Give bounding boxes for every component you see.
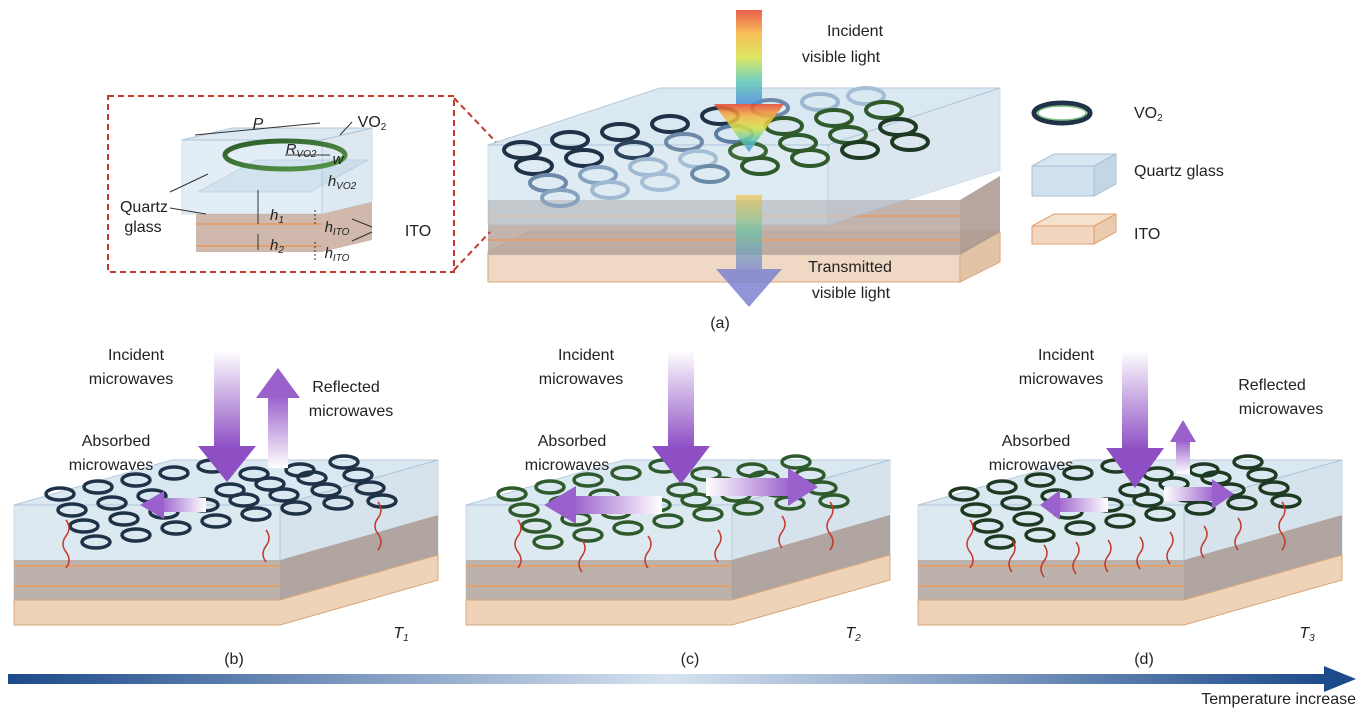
b-temp: T1 xyxy=(393,625,409,644)
inset-label-quartz-1: Quartz xyxy=(119,199,168,216)
b-incident-2: microwaves xyxy=(88,371,174,388)
c-incident-1: Incident xyxy=(557,347,615,364)
d-incident-1: Incident xyxy=(1037,347,1095,364)
b-absorbed-1: Absorbed xyxy=(81,433,151,450)
caption-b: (b) xyxy=(224,651,244,668)
d-temp: T3 xyxy=(1299,625,1315,644)
c-absorbed-2: microwaves xyxy=(524,457,610,474)
inset-label-h2: h2 xyxy=(270,237,284,256)
inset-label-quartz-2: glass xyxy=(124,219,162,236)
c-absorbed-1: Absorbed xyxy=(537,433,607,450)
panel-a-slab xyxy=(487,10,1001,307)
incident-light-label-2: visible light xyxy=(801,49,881,66)
inset-unit-cell xyxy=(107,95,497,273)
inset-label-vo2: VO2 xyxy=(357,114,387,133)
legend-icons xyxy=(1031,100,1117,245)
inset-label-p: P xyxy=(252,116,264,133)
transmitted-light-label-1: Transmitted xyxy=(808,259,892,276)
temperature-arrow xyxy=(8,666,1356,692)
legend-ito: ITO xyxy=(1134,226,1161,243)
panel-c-heat-waves xyxy=(514,501,834,573)
inset-label-ito: ITO xyxy=(404,223,432,240)
d-absorbed-1: Absorbed xyxy=(1001,433,1071,450)
panel-b-rings xyxy=(44,454,398,550)
caption-c: (c) xyxy=(680,651,700,668)
inset-label-h-ito-1: hITO xyxy=(324,219,350,238)
d-incident-2: microwaves xyxy=(1018,371,1104,388)
panel-b-microwave-arrows xyxy=(140,350,300,519)
b-reflected-2: microwaves xyxy=(308,403,394,420)
d-reflected-2: microwaves xyxy=(1238,401,1324,418)
panel-d-microwave-arrows xyxy=(1040,350,1234,520)
panel-d-heat-waves xyxy=(966,501,1286,578)
d-reflected-1: Reflected xyxy=(1238,377,1306,394)
b-reflected-1: Reflected xyxy=(312,379,380,396)
c-incident-2: microwaves xyxy=(538,371,624,388)
caption-a: (a) xyxy=(710,315,730,332)
b-incident-1: Incident xyxy=(107,347,165,364)
c-temp: T2 xyxy=(845,625,861,644)
legend-vo2: VO2 xyxy=(1134,105,1163,124)
b-absorbed-2: microwaves xyxy=(68,457,154,474)
temperature-axis-label: Temperature increase xyxy=(1201,691,1356,708)
d-absorbed-2: microwaves xyxy=(988,457,1074,474)
caption-d: (d) xyxy=(1134,651,1154,668)
inset-label-h1: h1 xyxy=(270,207,284,226)
transmitted-light-label-2: visible light xyxy=(811,285,891,302)
inset-label-w: w xyxy=(332,151,344,168)
panel-c-microwave-arrows xyxy=(544,350,818,524)
inset-label-h-vo2: hVO2 xyxy=(327,173,357,192)
legend-quartz: Quartz glass xyxy=(1134,163,1224,180)
panel-b-heat-waves xyxy=(62,501,382,569)
inset-label-h-ito-2: hITO xyxy=(324,245,350,264)
incident-light-label-1: Incident xyxy=(826,23,884,40)
inset-label-r: RVO2 xyxy=(285,141,317,160)
